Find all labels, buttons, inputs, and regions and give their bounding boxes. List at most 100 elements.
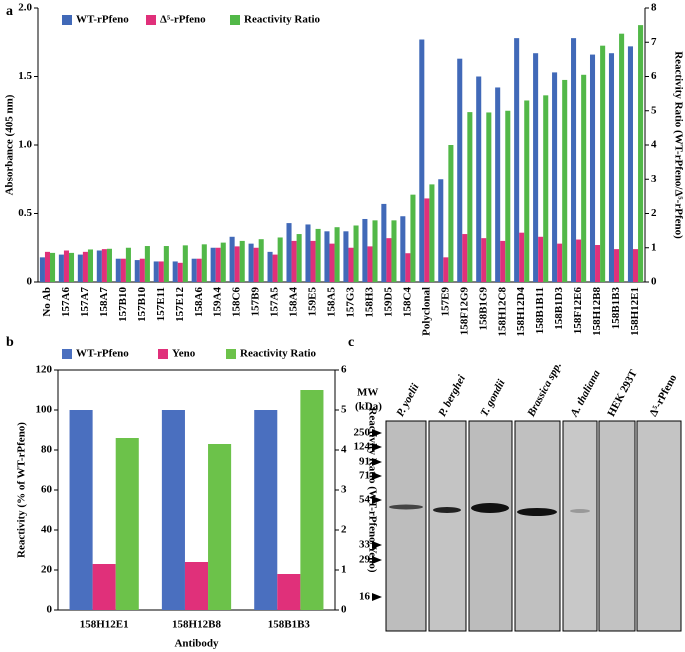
- bar: [161, 410, 185, 610]
- bar: [519, 232, 525, 282]
- lane-label: P. yoelii: [394, 381, 422, 419]
- x-tick-label: 158B1B3: [268, 619, 311, 631]
- y2-tick-label: 3: [341, 484, 347, 496]
- bar: [58, 254, 64, 282]
- bar: [253, 247, 259, 282]
- bar: [134, 260, 140, 282]
- bar: [291, 240, 297, 282]
- x-tick-label: 158H12E1: [80, 619, 129, 631]
- bar: [286, 223, 292, 282]
- bar: [163, 246, 169, 282]
- y2-tick-label: 1: [651, 241, 657, 253]
- lane-label: P. berghei: [436, 372, 468, 418]
- bar: [362, 218, 368, 282]
- y-tick-label: 0.5: [18, 207, 32, 219]
- lane: [514, 420, 561, 632]
- lane-label: HEK 293T: [605, 367, 640, 418]
- bar: [533, 53, 539, 283]
- bar: [424, 198, 430, 282]
- bar: [39, 257, 45, 282]
- band: [517, 508, 557, 516]
- x-tick-label: 157E11: [155, 287, 167, 321]
- bar: [106, 248, 112, 282]
- x-tick-label: No Ab: [41, 287, 53, 317]
- bar: [196, 258, 202, 282]
- bar: [419, 39, 425, 283]
- x-tick-label: 158H12B8: [172, 619, 221, 631]
- mw-arrow: [372, 429, 382, 437]
- x-tick-label: 157E12: [174, 287, 186, 322]
- bar: [627, 46, 633, 282]
- bar: [348, 247, 354, 282]
- bar: [410, 194, 416, 282]
- legend-label: Δ⁵-rPfeno: [160, 14, 206, 26]
- bar: [495, 87, 501, 283]
- bar: [310, 240, 316, 282]
- bar: [324, 231, 330, 282]
- legend-swatch: [62, 15, 72, 25]
- y2-tick-label: 5: [341, 404, 347, 416]
- bar: [638, 25, 644, 282]
- mw-arrow: [372, 472, 382, 480]
- mw-arrow: [372, 556, 382, 564]
- x-tick-label: 159A4: [212, 287, 224, 317]
- bar: [457, 58, 463, 282]
- bar: [372, 220, 378, 282]
- mw-marker: 33: [359, 539, 371, 551]
- bar: [182, 245, 188, 282]
- lane: [598, 420, 636, 632]
- bar: [391, 220, 397, 282]
- x-tick-label: 159E5: [307, 287, 319, 317]
- bar: [248, 243, 254, 282]
- lane: [636, 420, 682, 632]
- bar: [96, 250, 102, 282]
- bar: [101, 249, 107, 282]
- mw-marker: 54: [359, 494, 371, 506]
- y-tick-label: 0: [47, 604, 53, 616]
- bar: [476, 76, 482, 282]
- bar: [329, 243, 335, 282]
- bar: [44, 251, 51, 282]
- bar: [443, 257, 449, 282]
- mw-marker: 29: [359, 554, 371, 566]
- x-tick-label: 158F12G9: [458, 287, 470, 336]
- bar: [254, 410, 278, 610]
- bar: [305, 224, 311, 282]
- x-tick-label: 158H12B8: [591, 287, 603, 336]
- bar: [158, 261, 164, 282]
- x-tick-label: 158H12D4: [515, 287, 527, 337]
- bar: [386, 238, 392, 282]
- band: [433, 507, 461, 513]
- legend-label: Yeno: [172, 348, 196, 360]
- bar: [353, 225, 359, 282]
- bar: [632, 249, 639, 282]
- y-tick-label: 2.0: [18, 2, 32, 14]
- bar: [68, 252, 75, 282]
- x-axis-title: Antibody: [174, 638, 219, 650]
- bar: [220, 242, 226, 282]
- bar: [82, 251, 88, 282]
- x-tick-label: Polyclonal: [420, 287, 432, 336]
- legend-swatch: [62, 349, 72, 359]
- panel-label: c: [348, 335, 354, 350]
- bar: [92, 564, 116, 610]
- mw-arrow: [372, 443, 382, 451]
- mw-arrow: [372, 496, 382, 504]
- bar: [208, 444, 232, 610]
- y-tick-label: 40: [41, 524, 53, 536]
- bar: [77, 254, 83, 282]
- bar: [343, 231, 349, 282]
- y2-tick-label: 0: [651, 276, 657, 288]
- x-tick-label: 158A7: [98, 287, 110, 317]
- lane: [468, 420, 513, 632]
- bar: [400, 216, 406, 282]
- x-tick-label: 158H3: [363, 287, 375, 318]
- bar: [120, 258, 126, 282]
- band: [389, 504, 423, 510]
- x-tick-label: 157A6: [60, 287, 72, 317]
- legend-label: WT-rPfeno: [76, 348, 129, 360]
- band: [471, 503, 509, 513]
- bar: [172, 261, 178, 282]
- x-tick-label: 158B1D3: [553, 287, 565, 330]
